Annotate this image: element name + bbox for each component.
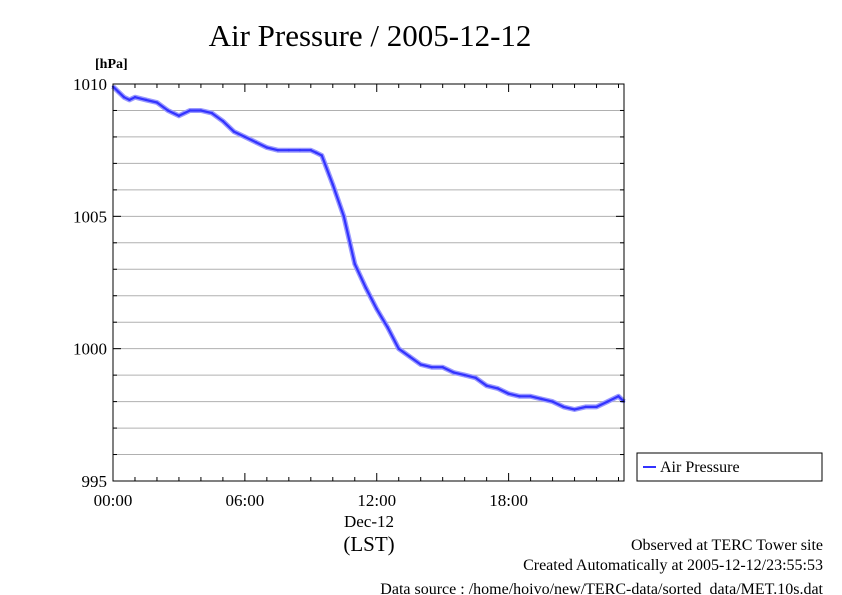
footer-observed: Observed at TERC Tower site: [631, 537, 823, 554]
y-tick-label: 1005: [73, 207, 107, 226]
legend-label: Air Pressure: [660, 459, 740, 476]
data-point: [441, 365, 444, 369]
x-tick-label: 18:00: [489, 491, 528, 510]
data-point: [529, 395, 532, 398]
data-point: [463, 373, 466, 377]
data-point: [353, 262, 356, 266]
data-point: [155, 101, 159, 104]
data-point: [419, 363, 422, 366]
data-point: [122, 96, 126, 99]
grid: [113, 109, 624, 456]
x-tick-label: 12:00: [357, 491, 396, 510]
data-point: [265, 146, 269, 149]
y-axis: 995 1000 1005 1010: [73, 75, 624, 491]
x-axis-unit-label: (LST): [343, 532, 394, 556]
data-point: [617, 395, 620, 398]
data-point: [210, 111, 214, 115]
y-axis-unit-label: [hPa]: [95, 57, 128, 72]
data-point: [331, 183, 334, 186]
data-point: [188, 109, 192, 112]
data-point: [254, 141, 258, 144]
footer-created: Created Automatically at 2005-12-12/23:5…: [523, 557, 823, 574]
data-point: [430, 365, 433, 369]
data-point: [375, 307, 378, 311]
data-point: [221, 119, 225, 123]
data-point: [232, 130, 236, 133]
data-point: [287, 148, 291, 152]
data-point: [584, 405, 587, 409]
x-axis: 00:00 06:00 12:00 18:00: [94, 84, 620, 510]
data-point: [540, 397, 543, 401]
data-point: [243, 135, 247, 139]
data-point: [573, 408, 576, 411]
data-point: [342, 215, 345, 218]
y-tick-label: 995: [82, 472, 108, 491]
data-point: [144, 98, 148, 102]
data-point: [309, 148, 313, 152]
data-point: [562, 405, 565, 409]
legend-box: [636, 452, 823, 482]
y-tick-label: 1010: [73, 75, 107, 94]
data-point: [518, 395, 521, 398]
data-point: [133, 96, 137, 99]
data-point: [496, 387, 499, 390]
data-point: [364, 286, 367, 289]
data-point: [276, 148, 280, 152]
plot-frame: [112, 83, 625, 482]
data-point: [128, 98, 131, 102]
series-line-halo: [111, 84, 626, 412]
data-point: [595, 405, 598, 409]
data-point: [177, 114, 181, 117]
data-point: [408, 355, 411, 358]
legend: Air Pressure: [636, 452, 823, 482]
data-point: [485, 384, 488, 387]
data-point: [117, 90, 120, 94]
data-point: [452, 371, 455, 374]
x-tick-label: 00:00: [94, 491, 133, 510]
data-point: [551, 400, 554, 403]
y-tick-label: 1000: [73, 340, 107, 359]
data-point: [166, 109, 170, 112]
data-point: [320, 154, 323, 157]
chart-title: Air Pressure / 2005-12-12: [209, 18, 532, 53]
footer-data-source: Data source : /home/hoivo/new/TERC-data/…: [380, 581, 823, 595]
x-tick-label: 06:00: [226, 491, 265, 510]
data-point: [606, 400, 609, 403]
series-line-air-pressure: [112, 85, 625, 411]
data-point: [474, 376, 477, 379]
data-point: [507, 392, 510, 395]
data-point: [298, 148, 302, 152]
data-point: [386, 326, 389, 329]
series-layer: [111, 84, 626, 412]
x-axis-date-label: Dec-12: [344, 512, 394, 531]
data-point: [397, 347, 400, 350]
data-point: [199, 109, 203, 112]
data-point: [315, 151, 318, 155]
